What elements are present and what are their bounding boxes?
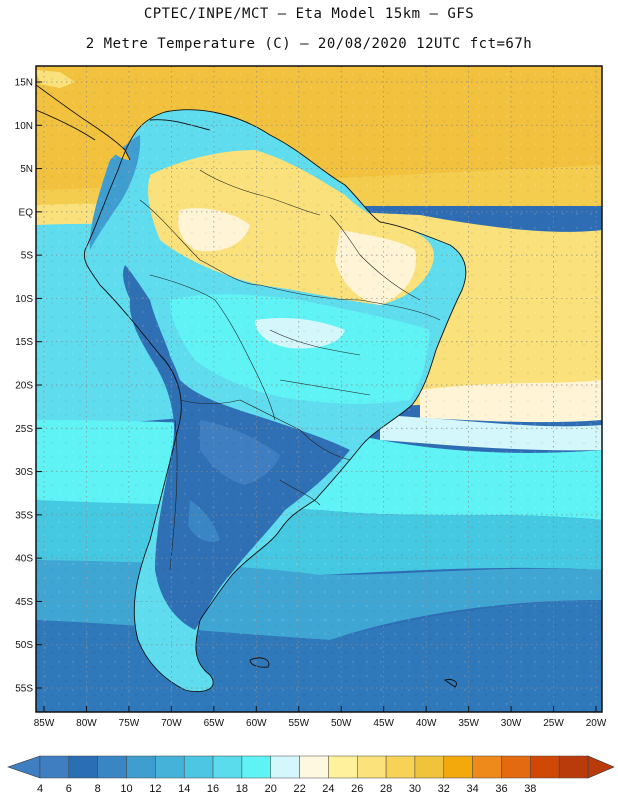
lon-tick-label: 20W	[586, 718, 607, 729]
lon-tick-label: 70W	[161, 718, 182, 729]
colorbar-box	[270, 755, 300, 779]
colorbar-box	[328, 755, 358, 779]
map-frame	[35, 65, 603, 713]
lat-tick-label: EQ	[19, 207, 34, 218]
country-borders	[139, 169, 441, 571]
colorbar-box	[39, 755, 70, 779]
lat-tick-label: 45S	[15, 597, 33, 608]
lat-tick-label: 10S	[15, 294, 33, 305]
colorbar-label: 6	[66, 783, 72, 795]
colorbar-label: 32	[438, 783, 450, 795]
colorbar-low-arrow	[7, 755, 41, 779]
colorbar-box	[183, 755, 214, 779]
colorbar-label: 24	[322, 783, 334, 795]
colorbar-label: 26	[351, 783, 363, 795]
lon-tick-label: 60W	[246, 718, 267, 729]
colorbar-label: 36	[495, 783, 507, 795]
lon-tick-label: 85W	[34, 718, 55, 729]
colorbar-box	[241, 755, 271, 779]
colorbar-label: 14	[178, 783, 190, 795]
lon-tick-label: 50W	[331, 718, 352, 729]
lon-tick-label: 40W	[416, 718, 437, 729]
lat-tick-label: 30S	[15, 467, 33, 478]
lat-tick-label: 15N	[15, 78, 33, 89]
colorbar-box	[472, 755, 502, 779]
lat-tick-label: 40S	[15, 554, 33, 565]
colorbar-box	[414, 755, 445, 779]
lat-tick-label: 20S	[15, 381, 33, 392]
lon-tick-label: 35W	[458, 718, 479, 729]
colorbar-box	[155, 755, 185, 779]
lon-tick-label: 80W	[76, 718, 97, 729]
longitude-axis: 85W 80W 75W 70W 65W 60W 55W 50W 45W 40W 35W 30W 25W 2…	[34, 706, 607, 729]
temperature-field	[36, 66, 602, 712]
colorbar-label: 22	[293, 783, 305, 795]
colorbar-box	[212, 755, 243, 779]
colorbar-label: 34	[467, 783, 479, 795]
lon-tick-label: 75W	[119, 718, 140, 729]
colorbar-label: 28	[380, 783, 392, 795]
colorbar-box	[558, 755, 589, 779]
colorbar-label: 10	[120, 783, 132, 795]
lon-tick-label: 45W	[373, 718, 394, 729]
lat-tick-label: 55S	[15, 684, 33, 695]
lon-tick-label: 30W	[501, 718, 522, 729]
colorbar-box	[68, 755, 98, 779]
colorbar-box	[299, 755, 329, 779]
colorbar-label: 8	[95, 783, 101, 795]
lat-tick-label: 50S	[15, 640, 33, 651]
lat-tick-label: 15S	[15, 337, 33, 348]
colorbar-box	[97, 755, 127, 779]
colorbar-label: 20	[265, 783, 277, 795]
colorbar-box	[357, 755, 387, 779]
latitude-axis: 15N 10N 5N EQ 5S 10S 15S 20S 25S 30S 35S 40S 45S 50S 5…	[15, 78, 42, 695]
colorbar-label: 30	[409, 783, 421, 795]
colorbar: 4 6 8 10 12 14 16 18 20 22 24 26 28 30 32 34 36 38	[7, 755, 615, 795]
colorbar-high-arrow	[587, 755, 615, 779]
lon-tick-label: 65W	[204, 718, 225, 729]
lat-tick-label: 35S	[15, 510, 33, 521]
coastlines	[36, 84, 467, 693]
colorbar-label: 4	[37, 783, 43, 795]
lat-tick-label: 25S	[15, 424, 33, 435]
lat-tick-label: 5S	[21, 251, 34, 262]
lon-tick-label: 25W	[543, 718, 564, 729]
map-subtitle: 2 Metre Temperature (C) – 20/08/2020 12U…	[85, 36, 533, 52]
lat-tick-label: 5N	[20, 164, 33, 175]
lat-tick-label: 10N	[15, 121, 33, 132]
colorbar-label: 38	[524, 783, 536, 795]
colorbar-box	[530, 755, 560, 779]
lon-tick-label: 55W	[288, 718, 309, 729]
colorbar-label: 12	[149, 783, 161, 795]
colorbar-box	[126, 755, 156, 779]
colorbar-label: 16	[207, 783, 219, 795]
colorbar-box	[501, 755, 531, 779]
colorbar-box	[443, 755, 473, 779]
colorbar-label: 18	[236, 783, 248, 795]
colorbar-box	[385, 755, 416, 779]
map-title: CPTEC/INPE/MCT – Eta Model 15km – GFS	[143, 6, 475, 22]
